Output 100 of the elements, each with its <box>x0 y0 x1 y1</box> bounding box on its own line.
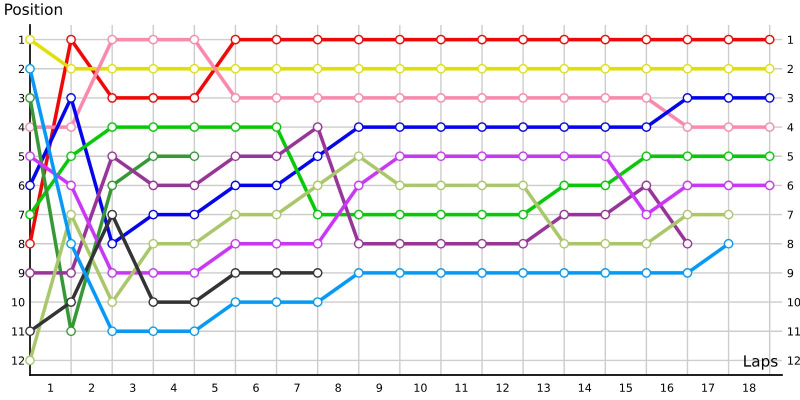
point <box>600 151 610 162</box>
point <box>764 180 775 190</box>
point <box>436 268 446 278</box>
point <box>724 210 734 220</box>
x-tick-label: 12 <box>496 384 509 392</box>
point <box>477 238 487 249</box>
point <box>682 151 692 162</box>
y-tick-label: 3 <box>18 94 24 102</box>
point <box>66 297 76 307</box>
point <box>230 64 240 74</box>
point <box>764 93 775 103</box>
point <box>66 34 76 44</box>
y2-tick-label: 1 <box>788 36 793 44</box>
y2-tick-label: 3 <box>788 94 794 102</box>
y-tick-label: 1 <box>19 36 24 44</box>
point <box>107 326 118 336</box>
x-tick-label: 7 <box>294 384 300 392</box>
point <box>230 151 240 162</box>
x-axis-title: Laps <box>744 355 778 370</box>
point <box>66 93 76 103</box>
point <box>107 180 118 190</box>
point <box>312 93 323 103</box>
point <box>190 151 200 162</box>
point <box>394 151 405 162</box>
y-tick-label: 11 <box>12 327 24 336</box>
point <box>477 64 487 74</box>
point <box>107 238 118 249</box>
point <box>724 180 734 190</box>
point <box>148 64 158 74</box>
y2-tick-label: 4 <box>787 123 794 132</box>
point <box>66 151 76 162</box>
point <box>272 238 282 249</box>
point <box>682 93 692 103</box>
y2-tick-label: 12 <box>788 356 800 365</box>
point <box>477 180 487 190</box>
point <box>312 34 323 44</box>
point <box>642 210 652 220</box>
point <box>682 238 692 249</box>
y2-tick-label: 5 <box>788 152 793 161</box>
point <box>312 151 323 162</box>
point <box>682 180 692 190</box>
point <box>559 34 570 44</box>
point <box>190 122 200 132</box>
point <box>230 210 240 220</box>
x-tick-label: 14 <box>578 384 592 392</box>
point <box>190 64 200 74</box>
y2-tick-label: 10 <box>788 298 800 306</box>
point <box>107 268 118 278</box>
point <box>394 210 405 220</box>
point <box>724 238 734 249</box>
y2-tick-label: 11 <box>788 327 800 336</box>
point <box>394 238 405 249</box>
x-tick-label: 17 <box>702 384 714 392</box>
point <box>518 151 528 162</box>
point <box>272 210 282 220</box>
point <box>190 326 200 336</box>
point <box>66 210 76 220</box>
point <box>312 238 323 249</box>
point <box>518 122 528 132</box>
point <box>394 34 405 44</box>
point <box>682 64 692 74</box>
point <box>559 93 570 103</box>
point <box>394 93 405 103</box>
point <box>600 238 610 249</box>
point <box>66 64 76 74</box>
point <box>436 122 446 132</box>
point <box>272 64 282 74</box>
point <box>107 210 118 220</box>
point <box>600 122 610 132</box>
point <box>642 151 652 162</box>
point <box>642 268 652 278</box>
x-tick-label: 5 <box>212 384 218 392</box>
point <box>190 180 200 190</box>
point <box>190 238 200 249</box>
point <box>354 34 364 44</box>
point <box>25 326 35 336</box>
point <box>436 93 446 103</box>
point <box>724 34 734 44</box>
point <box>394 268 405 278</box>
point <box>148 122 158 132</box>
point <box>600 210 610 220</box>
point <box>148 210 158 220</box>
point <box>107 151 118 162</box>
point <box>25 93 35 103</box>
point <box>107 93 118 103</box>
point <box>642 64 652 74</box>
point <box>559 268 570 278</box>
point <box>107 64 118 74</box>
point <box>312 122 323 132</box>
point <box>559 210 570 220</box>
point <box>25 34 35 44</box>
point <box>682 268 692 278</box>
point <box>66 268 76 278</box>
y2-tick-label: 7 <box>788 210 793 219</box>
point <box>230 297 240 307</box>
point <box>642 238 652 249</box>
point <box>477 93 487 103</box>
point <box>518 238 528 249</box>
point <box>764 34 775 44</box>
point <box>682 34 692 44</box>
